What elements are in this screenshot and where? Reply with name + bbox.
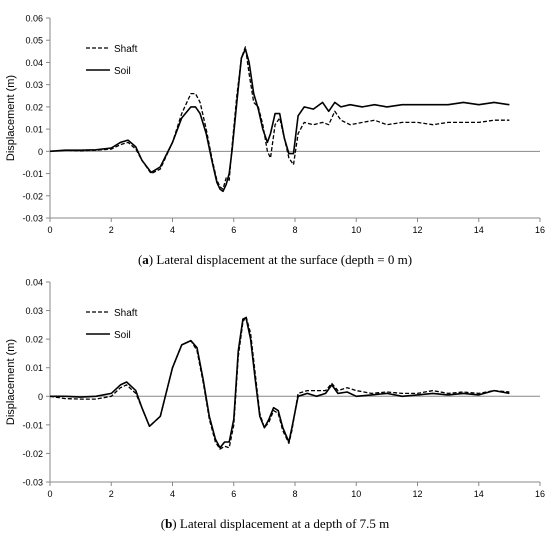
caption-a: (a) Lateral displacement at the surface … bbox=[137, 252, 413, 267]
caption-b-label: b bbox=[165, 516, 173, 531]
x-tick-label: 16 bbox=[535, 489, 545, 499]
chart-a: -0.03 -0.02 -0.01 0 0.01 0.02 0.03 0.04 0.05 0.06… bbox=[5, 14, 545, 251]
y-tick-label: -0.03 bbox=[22, 478, 43, 488]
x-tick-label: 8 bbox=[292, 489, 297, 499]
x-tick-label: 0 bbox=[47, 489, 52, 499]
y-tick-label: 0.03 bbox=[25, 80, 43, 90]
x-tick-label: 12 bbox=[412, 225, 422, 235]
legend-label-soil: Soil bbox=[114, 330, 131, 341]
caption-a-text: Lateral displacement at the surface (dep… bbox=[156, 252, 413, 267]
caption-b: (b) Lateral displacement at a depth of 7… bbox=[160, 516, 390, 531]
y-axis-title: Displacement (m) bbox=[5, 339, 17, 425]
x-tick-label: 12 bbox=[412, 489, 422, 499]
x-tick-label: 0 bbox=[47, 225, 52, 235]
y-tick-label: 0.01 bbox=[25, 363, 43, 373]
y-tick-label: 0.04 bbox=[25, 278, 43, 288]
x-tick-label: 6 bbox=[231, 489, 236, 499]
y-tick-label: 0.02 bbox=[25, 335, 43, 345]
y-tick-label: -0.01 bbox=[22, 169, 43, 179]
x-tick-label: 2 bbox=[109, 489, 114, 499]
y-tick-label: -0.02 bbox=[22, 449, 43, 459]
x-tick-label: 6 bbox=[231, 225, 236, 235]
series-line-soil bbox=[49, 48, 510, 193]
x-tick-label: 2 bbox=[109, 225, 114, 235]
y-tick-label: -0.02 bbox=[22, 191, 43, 201]
caption-a-label: a bbox=[142, 252, 149, 267]
y-tick-label: 0.06 bbox=[25, 14, 43, 24]
x-tick-label: 8 bbox=[292, 225, 297, 235]
x-tick-label: 16 bbox=[535, 225, 545, 235]
series-line-shaft bbox=[49, 46, 510, 190]
y-tick-label: -0.01 bbox=[22, 420, 43, 430]
y-tick-label: 0 bbox=[38, 392, 43, 402]
y-tick-label: -0.03 bbox=[22, 214, 43, 224]
x-tick-label: 14 bbox=[474, 225, 484, 235]
legend-label-shaft: Shaft bbox=[114, 44, 138, 55]
chart-panel-b: -0.03 -0.02 -0.01 0 0.01 0.02 0.03 0.04 0 2 4 6 8 10 1… bbox=[0, 272, 550, 515]
x-tick-label: 4 bbox=[170, 225, 175, 235]
y-tick-label: 0 bbox=[38, 147, 43, 157]
x-tick-label: 14 bbox=[474, 489, 484, 499]
y-tick-label: 0.05 bbox=[25, 36, 43, 46]
y-axis-title: Displacement (m) bbox=[5, 75, 17, 161]
series-line-soil bbox=[50, 316, 510, 449]
x-tick-label: 10 bbox=[351, 489, 361, 499]
chart-b: -0.03 -0.02 -0.01 0 0.01 0.02 0.03 0.04 0 2 4 6 8 10 1… bbox=[5, 278, 545, 515]
legend-label-soil: Soil bbox=[114, 66, 131, 77]
caption-b-text: Lateral displacement at a depth of 7.5 m bbox=[179, 516, 390, 531]
y-tick-label: 0.03 bbox=[25, 306, 43, 316]
y-tick-label: 0.04 bbox=[25, 58, 43, 68]
x-tick-label: 4 bbox=[170, 489, 175, 499]
y-tick-label: 0.01 bbox=[25, 125, 43, 135]
chart-panel-a: -0.03 -0.02 -0.01 0 0.01 0.02 0.03 0.04 0.05 0.06… bbox=[0, 8, 550, 251]
legend-label-shaft: Shaft bbox=[114, 308, 138, 319]
y-tick-label: 0.02 bbox=[25, 102, 43, 112]
x-tick-label: 10 bbox=[351, 225, 361, 235]
